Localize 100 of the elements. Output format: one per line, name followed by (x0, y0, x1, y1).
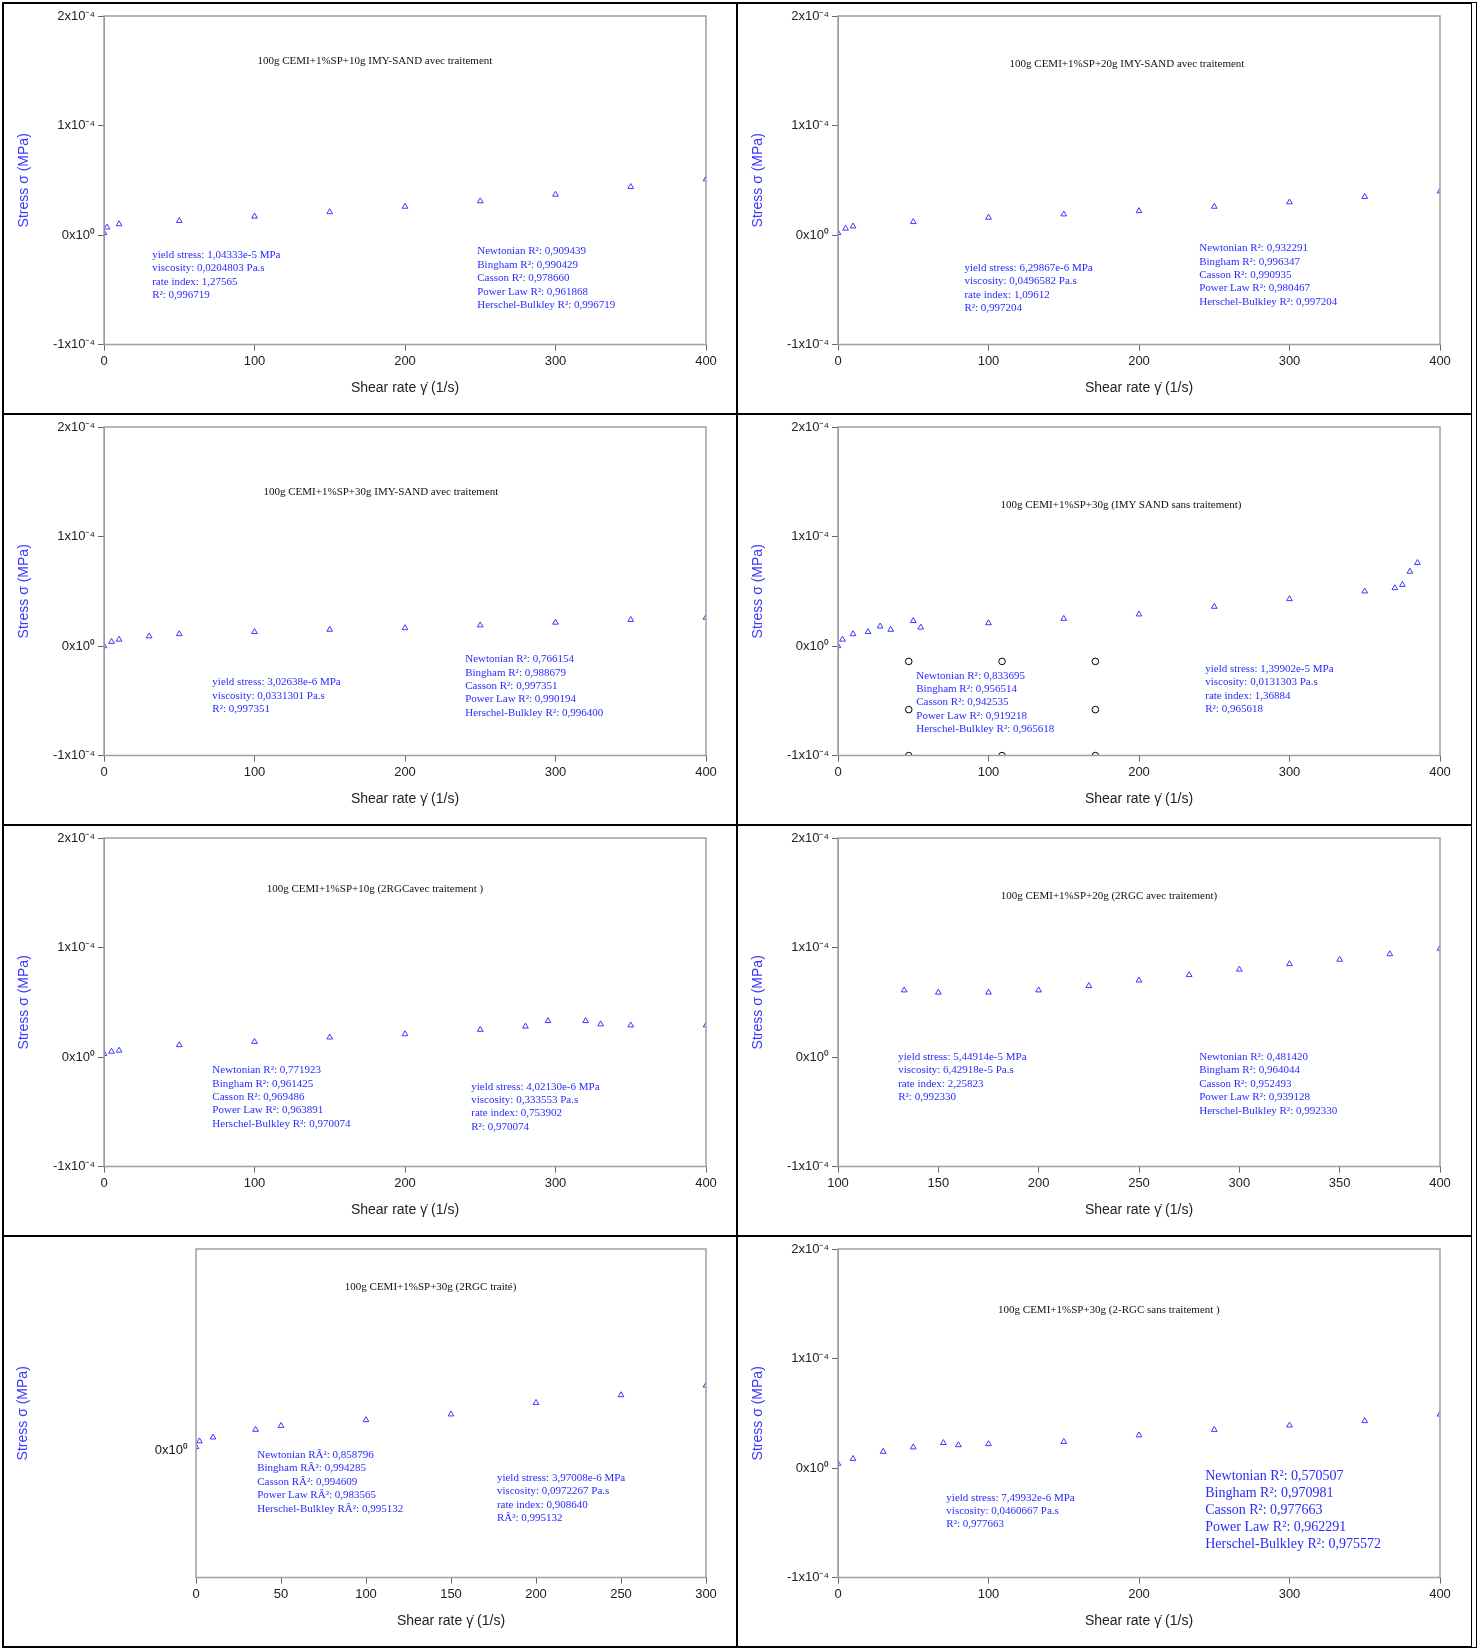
x-tick-label: 400 (695, 763, 717, 779)
y-tick-label: -1x10⁻⁴ (52, 1158, 95, 1174)
y-tick-label: 0x10⁰ (61, 226, 95, 242)
x-tick-label: 0 (834, 1585, 842, 1601)
annotation: Newtonian R²: 0,766154 Bingham R²: 0,988679 Casson R²: 0,997351 Power Law R²: 0,990194 Herschel-Bulkley R²: 0,996400 (465, 652, 604, 718)
annotation: yield stress: 6,29867e-6 MPa viscosity: 0,0496582 Pa.s rate index: 1,09612 R²: 0,997204 (964, 260, 1093, 314)
x-tick-label: 100 (977, 763, 1000, 779)
x-tick-label: 400 (1429, 1585, 1451, 1601)
y-tick-label: 1x10⁻⁴ (57, 939, 95, 955)
annotation: Newtonian R²: 0,570507 Bingham R²: 0,970981 Casson R²: 0,977663 Power Law R²: 0,962291 Herschel-Bulkley R²: 0,975572 (1205, 1467, 1381, 1552)
x-tick-label: 150 (440, 1585, 462, 1601)
text: 100g CEMI+1%SP+10g (2RGCavec traitement ) (266, 882, 484, 896)
x-axis-title: Shear rate γ̇ (1/s) (396, 1612, 506, 1629)
y-tick-label: 0x10⁰ (795, 637, 829, 653)
x-tick-label: 0 (100, 763, 108, 779)
y-tick-label: 1x10⁻⁴ (791, 939, 829, 955)
x-tick-label: 200 (394, 1174, 416, 1190)
x-axis-title: Shear rate γ̇ (1/s) (350, 790, 460, 807)
x-tick-label: 350 (1328, 1174, 1351, 1190)
x-tick-label: 400 (695, 1174, 717, 1190)
y-tick-label: 2x10⁻⁴ (791, 1240, 829, 1256)
y-axis-title: Stress σ (MPa) (15, 133, 32, 228)
x-tick-label: 0 (100, 1174, 108, 1190)
text: 100g CEMI+1%SP+20g IMY-SAND avec traitement (1009, 57, 1245, 70)
x-tick-label: 100 (243, 1174, 266, 1190)
x-tick-label: 0 (834, 763, 842, 779)
y-axis-title: Stress σ (MPa) (13, 1366, 30, 1461)
annotation: yield stress: 5,44914e-5 MPa viscosity: 6,42918e-5 Pa.s rate index: 2,25823 R²: 0,992330 (898, 1049, 1027, 1103)
text: 100g CEMI+1%SP+30g (IMY SAND sans traitement) (1000, 497, 1242, 511)
x-tick-label: 300 (1228, 1174, 1251, 1190)
x-tick-label: 250 (1128, 1174, 1150, 1190)
x-tick-label: 200 (525, 1585, 547, 1601)
annotation: Newtonian RÂ²: 0,858796 Bingham RÂ²: 0,994285 Casson RÂ²: 0,994609 Power Law RÂ²: 0,983565 Herschel-Bulkley RÂ²: 0,995132 (257, 1447, 404, 1514)
x-tick-label: 300 (544, 763, 567, 779)
y-tick-label: 0x10⁰ (795, 1048, 829, 1064)
y-tick-label: -1x10⁻⁴ (786, 747, 829, 763)
x-tick-label: 100 (243, 763, 266, 779)
y-axis-title: Stress σ (MPa) (15, 544, 32, 639)
y-tick-label: 2x10⁻⁴ (791, 7, 829, 23)
x-axis-title: Shear rate γ̇ (1/s) (1084, 1612, 1194, 1629)
x-tick-label: 300 (1278, 1585, 1301, 1601)
x-tick-label: 0 (192, 1585, 200, 1601)
x-tick-label: 300 (544, 1174, 567, 1190)
x-tick-label: 0 (100, 352, 108, 368)
y-tick-label: -1x10⁻⁴ (786, 1569, 829, 1585)
annotation: yield stress: 3,02638e-6 MPa viscosity: 0,0331301 Pa.s R²: 0,997351 (212, 675, 341, 714)
y-tick-label: 2x10⁻⁴ (57, 7, 95, 23)
y-tick-label: -1x10⁻⁴ (52, 747, 95, 763)
y-tick-label: 0x10⁰ (61, 1048, 95, 1064)
annotation: yield stress: 4,02130e-6 MPa viscosity: 0,333553 Pa.s rate index: 0,753902 R²: 0,970074 (471, 1079, 600, 1132)
x-tick-label: 200 (394, 763, 416, 779)
y-tick-label: -1x10⁻⁴ (786, 1158, 829, 1174)
y-axis-title: Stress σ (MPa) (749, 1366, 766, 1461)
x-tick-label: 100 (977, 352, 1000, 368)
x-tick-label: 100 (355, 1585, 377, 1601)
annotation: yield stress: 1,39902e-5 MPa viscosity: 0,0131303 Pa.s rate index: 1,36884 R²: 0,965618 (1205, 661, 1334, 715)
annotation: Newtonian R²: 0,481420 Bingham R²: 0,964044 Casson R²: 0,952493 Power Law R²: 0,939128 Herschel-Bulkley R²: 0,992330 (1199, 1049, 1338, 1116)
x-tick-label: 200 (1027, 1174, 1050, 1190)
x-tick-label: 200 (1128, 352, 1150, 368)
x-tick-label: 200 (1128, 763, 1150, 779)
y-axis-title: Stress σ (MPa) (749, 955, 766, 1050)
y-tick-label: 0x10⁰ (61, 637, 95, 653)
x-tick-label: 100 (243, 352, 266, 368)
y-tick-label: -1x10⁻⁴ (786, 336, 829, 352)
x-tick-label: 400 (1429, 763, 1451, 779)
x-axis-title: Shear rate γ̇ (1/s) (350, 379, 460, 396)
x-tick-label: 300 (695, 1585, 717, 1601)
x-tick-label: 150 (927, 1174, 950, 1190)
y-tick-label: 1x10⁻⁴ (791, 1350, 829, 1366)
x-tick-label: 400 (695, 352, 717, 368)
x-tick-label: 100 (977, 1585, 1000, 1601)
x-tick-label: 300 (1278, 763, 1301, 779)
y-axis-title: Stress σ (MPa) (749, 133, 766, 228)
text: 0x10⁰ (154, 1442, 188, 1458)
text: 100g CEMI+1%SP+20g (2RGC avec traitement) (1000, 888, 1218, 902)
x-tick-label: 200 (394, 352, 416, 368)
y-tick-label: 2x10⁻⁴ (791, 829, 829, 845)
y-tick-label: 0x10⁰ (795, 226, 829, 242)
y-tick-label: 2x10⁻⁴ (57, 829, 95, 845)
annotation: Newtonian R²: 0,833695 Bingham R²: 0,956514 Casson R²: 0,942535 Power Law R²: 0,919218 Herschel-Bulkley R²: 0,965618 (916, 668, 1055, 735)
y-tick-label: 1x10⁻⁴ (791, 528, 829, 544)
annotation: Newtonian R²: 0,932291 Bingham R²: 0,996347 Casson R²: 0,990935 Power Law R²: 0,980467 Herschel-Bulkley R²: 0,997204 (1199, 241, 1338, 307)
annotation: yield stress: 7,49932e-6 MPa viscosity: 0,0460667 Pa.s R²: 0,977663 (946, 1490, 1075, 1530)
y-axis-title: Stress σ (MPa) (15, 955, 32, 1050)
text: 100g CEMI+1%SP+10g IMY-SAND avec traitement (257, 53, 493, 66)
x-tick-label: 0 (834, 352, 842, 368)
annotation: yield stress: 3,97008e-6 MPa viscosity: 0,0972267 Pa.s rate index: 0,908640 RÂ²: 0,995132 (496, 1470, 626, 1524)
y-tick-label: 0x10⁰ (795, 1459, 829, 1475)
x-tick-label: 100 (827, 1174, 849, 1190)
y-tick-label: -1x10⁻⁴ (52, 336, 95, 352)
y-tick-label: 2x10⁻⁴ (57, 418, 95, 434)
x-tick-label: 300 (1278, 352, 1301, 368)
y-axis-title: Stress σ (MPa) (749, 544, 766, 639)
x-tick-label: 400 (1429, 352, 1451, 368)
text: 100g CEMI+1%SP+30g (2-RGC sans traitement ) (998, 1303, 1221, 1317)
annotation: Newtonian R²: 0,909439 Bingham R²: 0,990429 Casson R²: 0,978660 Power Law R²: 0,961868 Herschel-Bulkley R²: 0,996719 (477, 244, 616, 311)
x-axis-title: Shear rate γ̇ (1/s) (350, 1201, 460, 1218)
text: 100g CEMI+1%SP+30g IMY-SAND avec traitement (263, 484, 499, 497)
y-tick-label: 2x10⁻⁴ (791, 418, 829, 434)
y-tick-label: 1x10⁻⁴ (57, 117, 95, 133)
